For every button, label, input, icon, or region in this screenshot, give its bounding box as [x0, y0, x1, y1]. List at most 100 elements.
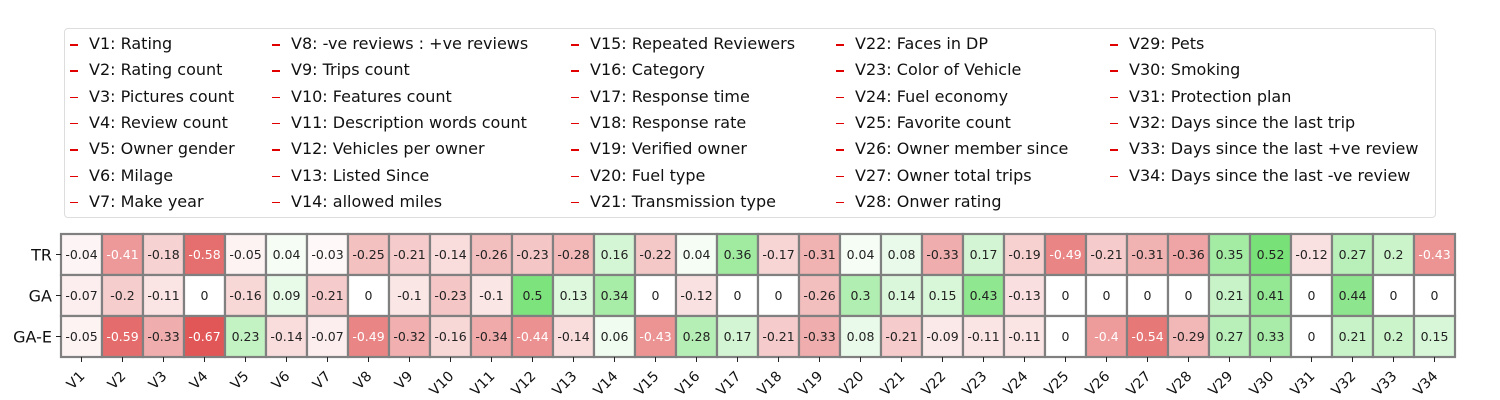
cell-value-label: 0	[734, 288, 742, 303]
legend-box: V1: Rating V2: Rating count V3: Pictures c…	[64, 28, 1436, 218]
cell-value-label: 0.04	[273, 247, 301, 262]
cell-value-label: -0.05	[229, 247, 261, 262]
cell-value-label: 0	[365, 288, 373, 303]
legend-marker	[272, 175, 280, 177]
cell-value-label: 0.17	[724, 329, 752, 344]
legend-entry: V3: Pictures count	[89, 86, 235, 106]
cell-value-label: 0	[1308, 288, 1316, 303]
cell-value-label: 0.3	[851, 288, 871, 303]
cell-value-label: 0.28	[683, 329, 711, 344]
x-tick-label: V9	[392, 369, 416, 393]
legend-marker	[1110, 70, 1118, 72]
cell-value-label: 0	[1144, 288, 1152, 303]
legend-marker	[272, 149, 280, 151]
cell-value-label: 0.52	[1257, 247, 1285, 262]
cell-value-label: -0.14	[557, 329, 589, 344]
cell-value-label: -0.4	[1094, 329, 1118, 344]
cell-value-label: 0.33	[1257, 329, 1285, 344]
cell-value-label: 0.41	[1257, 288, 1285, 303]
heatmap-cell	[387, 273, 432, 318]
legend-entry: V9: Trips count	[291, 60, 410, 80]
x-tick-label: V34	[1411, 368, 1442, 399]
legend-marker	[571, 201, 579, 204]
heatmap-cell	[920, 273, 965, 318]
legend-marker	[70, 44, 78, 46]
legend-marker	[272, 122, 280, 125]
legend-entry: V30: Smoking	[1129, 60, 1241, 80]
y-tick-label: GA	[29, 287, 52, 306]
heatmap-cell	[715, 314, 760, 359]
cell-value-label: -0.58	[188, 247, 220, 262]
cell-value-label: 0.16	[601, 247, 629, 262]
cell-value-label: 0.14	[888, 288, 916, 303]
cell-value-label: -0.1	[479, 288, 503, 303]
legend-marker	[272, 201, 280, 204]
heatmap-cell	[1125, 232, 1170, 277]
heatmap-cell	[1412, 232, 1457, 277]
cell-value-label: -0.36	[1172, 247, 1204, 262]
cell-value-label: -0.23	[434, 288, 466, 303]
x-tick-label: V13	[550, 369, 581, 400]
heatmap-cell	[1084, 273, 1129, 318]
x-tick-label: V33	[1370, 369, 1401, 400]
x-tick-label: V27	[1124, 369, 1155, 400]
legend-entry: V2: Rating count	[89, 60, 223, 80]
cell-value-label: -0.41	[106, 247, 138, 262]
cell-value-label: -0.21	[311, 288, 343, 303]
x-tick-label: V28	[1165, 369, 1196, 400]
x-tick-label: V14	[591, 368, 622, 399]
cell-value-label: 0.15	[929, 288, 957, 303]
x-tick-label: V29	[1206, 369, 1237, 400]
x-tick-label: V32	[1329, 369, 1360, 400]
legend-entry: V27: Owner total trips	[855, 165, 1032, 185]
x-tick-label: V12	[509, 369, 540, 400]
legend-entry: V6: Milage	[89, 165, 174, 185]
heatmap-cell	[1166, 273, 1211, 318]
cell-value-label: -0.21	[1090, 247, 1122, 262]
heatmap-cell	[1248, 273, 1293, 318]
cell-value-label: -0.23	[516, 247, 548, 262]
cell-value-label: 0.23	[232, 329, 260, 344]
x-tick-label: V23	[960, 369, 991, 400]
legend-entry: V4: Review count	[89, 112, 228, 132]
x-tick-label: V11	[468, 369, 499, 400]
cell-value-label: 0	[1062, 288, 1070, 303]
legend-entry: V17: Response time	[590, 86, 750, 106]
cell-value-label: -0.33	[147, 329, 179, 344]
legend-marker	[571, 70, 579, 72]
legend-entry: V1: Rating	[89, 34, 173, 53]
x-tick-label: V16	[673, 368, 704, 399]
cell-value-label: -0.19	[1008, 247, 1040, 262]
x-tick-label: V2	[105, 369, 129, 393]
cell-value-label: 0.36	[724, 247, 752, 262]
cell-value-label: 0.21	[1339, 329, 1367, 344]
legend-marker	[70, 122, 78, 125]
cell-value-label: 0.13	[560, 288, 588, 303]
legend-marker	[272, 44, 280, 46]
x-tick-label: V22	[919, 369, 950, 400]
cell-value-label: -0.44	[516, 329, 548, 344]
legend-entry: V26: Owner member since	[855, 139, 1069, 159]
heatmap-cell	[797, 314, 842, 359]
heatmap-cell	[592, 273, 637, 318]
legend-entry: V15: Repeated Reviewers	[590, 34, 796, 53]
cell-value-label: -0.13	[1008, 288, 1040, 303]
heatmap-cell	[346, 273, 391, 318]
legend-entry: V21: Transmission type	[590, 191, 776, 211]
legend-marker	[836, 96, 844, 99]
cell-value-label: 0.2	[1384, 329, 1404, 344]
x-tick-label: V20	[837, 369, 868, 400]
cell-value-label: 0.5	[523, 288, 543, 303]
x-tick-label: V1	[64, 369, 88, 393]
legend-marker	[272, 70, 280, 72]
cell-value-label: -0.28	[557, 247, 589, 262]
cell-value-label: 0.09	[273, 288, 301, 303]
x-tick-label: V4	[187, 368, 211, 392]
cell-value-label: -0.14	[434, 247, 466, 262]
legend-entry: V16: Category	[590, 60, 705, 80]
cell-value-label: 0	[1431, 288, 1439, 303]
cell-value-label: -0.16	[229, 288, 261, 303]
cell-value-label: 0	[652, 288, 660, 303]
cell-value-label: -0.67	[188, 329, 220, 344]
